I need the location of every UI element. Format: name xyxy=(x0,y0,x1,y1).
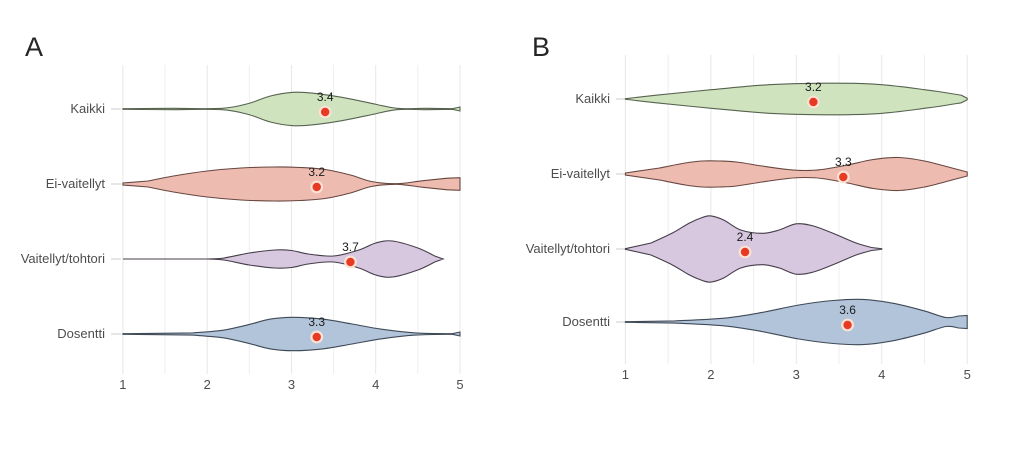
svg-text:2: 2 xyxy=(204,377,211,392)
svg-text:Vaitellyt/tohtori: Vaitellyt/tohtori xyxy=(21,251,105,266)
svg-text:3.7: 3.7 xyxy=(342,240,359,254)
svg-text:Kaikki: Kaikki xyxy=(575,91,610,106)
svg-text:5: 5 xyxy=(964,367,971,382)
svg-text:3.3: 3.3 xyxy=(308,315,325,329)
svg-text:1: 1 xyxy=(622,367,629,382)
svg-text:Vaitellyt/tohtori: Vaitellyt/tohtori xyxy=(526,241,610,256)
svg-text:Dosentti: Dosentti xyxy=(562,314,610,329)
svg-text:Dosentti: Dosentti xyxy=(57,326,105,341)
svg-text:3.2: 3.2 xyxy=(805,80,822,94)
svg-text:5: 5 xyxy=(456,377,463,392)
svg-text:1: 1 xyxy=(119,377,126,392)
svg-text:Ei-vaitellyt: Ei-vaitellyt xyxy=(551,166,611,181)
svg-text:2.4: 2.4 xyxy=(737,230,754,244)
svg-text:4: 4 xyxy=(372,377,379,392)
svg-text:4: 4 xyxy=(878,367,885,382)
svg-text:Kaikki: Kaikki xyxy=(70,101,105,116)
svg-text:3.4: 3.4 xyxy=(317,90,334,104)
svg-text:3.3: 3.3 xyxy=(835,155,852,169)
svg-text:A: A xyxy=(25,32,43,62)
svg-text:3: 3 xyxy=(793,367,800,382)
svg-text:Ei-vaitellyt: Ei-vaitellyt xyxy=(46,176,106,191)
svg-text:B: B xyxy=(532,32,550,62)
svg-text:3.2: 3.2 xyxy=(308,165,325,179)
svg-text:3: 3 xyxy=(288,377,295,392)
svg-text:3.6: 3.6 xyxy=(839,303,856,317)
svg-text:2: 2 xyxy=(707,367,714,382)
